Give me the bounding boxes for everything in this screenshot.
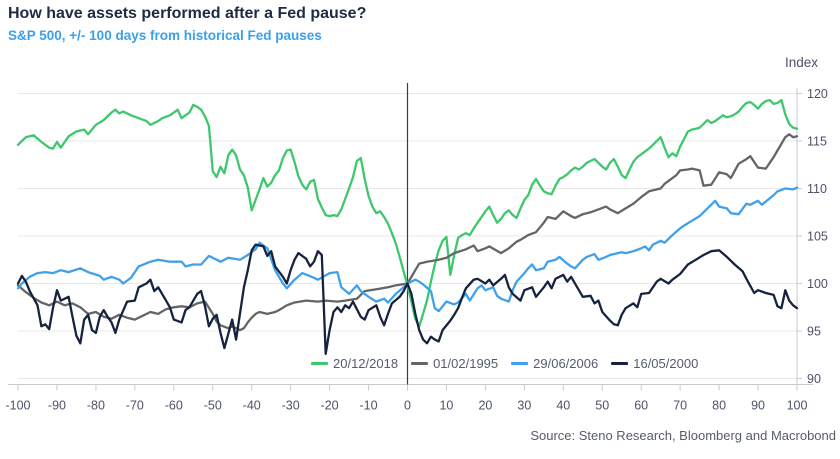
- series-line-3: [16, 243, 799, 355]
- y-tick-label: 105: [807, 230, 828, 244]
- x-tick-label: 70: [673, 399, 687, 413]
- source-attribution: Source: Steno Research, Bloomberg and Ma…: [530, 428, 836, 443]
- legend-label: 16/05/2000: [633, 356, 699, 371]
- legend-dash-icon: [611, 362, 629, 365]
- x-tick-label: -80: [87, 399, 105, 413]
- x-tick-label: 100: [787, 399, 808, 413]
- x-tick-label: 20: [478, 399, 492, 413]
- x-tick-label: -90: [48, 399, 66, 413]
- x-tick-label: -100: [5, 399, 30, 413]
- y-tick-label: 100: [807, 277, 828, 291]
- legend-label: 20/12/2018: [333, 356, 399, 371]
- x-tick-label: 50: [595, 399, 609, 413]
- x-tick-label: 0: [404, 399, 411, 413]
- legend-item-1: 01/02/1995: [411, 356, 498, 371]
- legend-item-2: 29/06/2006: [511, 356, 598, 371]
- x-tick-label: -50: [204, 399, 222, 413]
- y-tick-label: 95: [807, 325, 821, 339]
- series-line-1: [16, 133, 799, 332]
- legend-label: 29/06/2006: [533, 356, 599, 371]
- x-tick-label: -30: [282, 399, 300, 413]
- y-axis-title: Index: [785, 55, 819, 70]
- legend-dash-icon: [411, 362, 429, 365]
- chart-title: How have assets performed after a Fed pa…: [8, 5, 367, 22]
- x-tick-label: -70: [126, 399, 144, 413]
- legend-dash-icon: [511, 362, 529, 365]
- x-tick-label: 90: [751, 399, 765, 413]
- x-tick-label: 60: [634, 399, 648, 413]
- series-line-2: [16, 186, 799, 313]
- x-tick-label: 10: [439, 399, 453, 413]
- series-line-0: [16, 98, 799, 328]
- x-tick-label: -40: [243, 399, 261, 413]
- y-tick-label: 110: [807, 182, 827, 196]
- y-tick-label: 120: [807, 87, 828, 101]
- legend-dash-icon: [311, 362, 328, 365]
- legend-label: 01/02/1995: [433, 356, 499, 371]
- x-tick-label: 80: [712, 399, 726, 413]
- legend-item-0: 20/12/2018: [311, 356, 398, 371]
- y-tick-label: 115: [807, 135, 827, 149]
- x-tick-label: 30: [517, 399, 531, 413]
- x-tick-label: 40: [556, 399, 570, 413]
- legend-item-3: 16/05/2000: [611, 356, 698, 371]
- chart-subtitle: S&P 500, +/- 100 days from historical Fe…: [8, 28, 322, 43]
- chart-legend: 20/12/2018 01/02/1995 29/06/2006 16/05/2000: [311, 356, 698, 371]
- x-tick-label: -60: [165, 399, 183, 413]
- x-tick-label: -20: [321, 399, 339, 413]
- y-tick-label: 90: [807, 372, 821, 386]
- x-tick-label: -10: [360, 399, 378, 413]
